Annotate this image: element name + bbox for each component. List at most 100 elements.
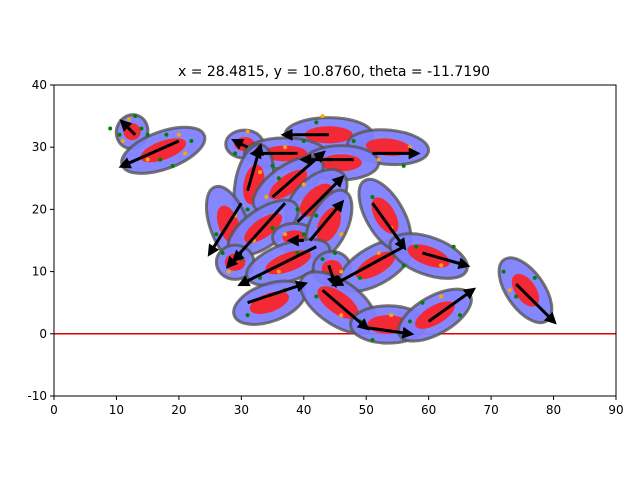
direction-arrow	[118, 139, 180, 169]
direction-arrow	[119, 119, 137, 136]
direction-arrow	[231, 249, 245, 263]
data-point	[376, 157, 381, 162]
data-point	[245, 207, 250, 212]
y-tick-label: 40	[32, 78, 47, 92]
data-point	[145, 132, 150, 137]
data-point	[283, 145, 288, 150]
data-point	[145, 157, 150, 162]
data-point	[439, 294, 444, 299]
data-point	[220, 250, 225, 255]
direction-arrow	[515, 282, 557, 325]
data-point	[133, 114, 138, 119]
data-point	[339, 269, 344, 274]
chart-title: x = 28.4815, y = 10.8760, theta = -11.71…	[178, 64, 490, 80]
x-tick-label: 10	[109, 403, 124, 417]
inner-ellipse	[316, 207, 341, 243]
data-point	[139, 126, 144, 131]
y-tick-label: 30	[32, 140, 47, 154]
data-point	[276, 176, 281, 181]
data-point	[401, 163, 406, 168]
x-tick-label: 40	[296, 403, 311, 417]
data-point	[189, 138, 194, 143]
data-point	[376, 250, 381, 255]
data-point	[407, 319, 412, 324]
x-tick-label: 0	[50, 403, 58, 417]
data-point	[407, 145, 412, 150]
direction-arrow	[331, 245, 405, 287]
direction-arrow	[246, 142, 264, 192]
data-point	[176, 132, 181, 137]
y-axis: -10 0 10 20 30 40	[27, 78, 54, 403]
data-point	[164, 132, 169, 137]
data-point	[333, 250, 337, 255]
data-point	[183, 151, 188, 156]
inner-ellipse	[299, 183, 333, 217]
data-point	[276, 269, 281, 274]
data-point	[439, 263, 444, 268]
data-point	[301, 182, 306, 187]
ellipse-group	[232, 279, 307, 326]
data-point	[314, 294, 319, 299]
data-point	[420, 300, 425, 305]
x-axis: 0 10 20 30 40 50 60 70 80 90	[50, 396, 624, 417]
data-point	[357, 275, 362, 280]
data-point	[351, 138, 356, 143]
data-point	[245, 313, 250, 318]
data-point	[501, 269, 506, 274]
direction-arrow	[271, 150, 326, 199]
data-point	[370, 194, 375, 199]
data-point	[239, 257, 244, 262]
data-point	[339, 232, 344, 237]
data-point	[214, 232, 219, 237]
direction-arrow	[427, 287, 477, 323]
inner-ellipse	[355, 251, 396, 280]
x-tick-label: 50	[359, 403, 374, 417]
x-tick-label: 80	[546, 403, 561, 417]
data-point	[320, 114, 325, 119]
direction-arrow	[231, 138, 249, 150]
data-point	[389, 313, 394, 318]
data-point	[295, 207, 300, 212]
y-tick-label: 10	[32, 265, 47, 279]
data-point	[507, 288, 512, 293]
data-point	[314, 213, 319, 218]
data-point	[170, 163, 175, 168]
x-tick-label: 70	[483, 403, 498, 417]
direction-arrow	[366, 326, 415, 339]
data-point	[120, 138, 125, 143]
data-point	[270, 163, 275, 168]
inner-ellipse	[249, 291, 290, 314]
data-point	[320, 257, 325, 262]
direction-arrow	[308, 199, 345, 242]
data-point	[339, 313, 344, 318]
x-tick-label: 90	[608, 403, 623, 417]
data-point	[301, 138, 306, 143]
data-point	[370, 338, 375, 343]
data-point	[226, 269, 231, 274]
data-point	[532, 275, 537, 280]
data-point	[414, 244, 419, 249]
data-point	[514, 294, 519, 299]
inner-ellipse	[371, 197, 399, 234]
direction-arrow	[207, 202, 243, 257]
data-point	[301, 232, 306, 237]
inner-ellipse	[365, 138, 411, 156]
data-point	[117, 132, 122, 137]
direction-arrow	[321, 289, 370, 331]
data-point	[264, 194, 269, 199]
data-point	[108, 126, 113, 131]
direction-arrow	[422, 251, 471, 270]
data-point	[158, 157, 163, 162]
data-point	[451, 244, 456, 249]
y-tick-label: -10	[27, 389, 47, 403]
data-point	[314, 120, 319, 125]
data-point	[283, 232, 288, 237]
data-point	[245, 129, 250, 134]
data-point	[270, 226, 275, 231]
direction-arrow	[296, 175, 345, 223]
data-point	[258, 170, 263, 175]
x-tick-label: 20	[171, 403, 186, 417]
direction-arrow	[237, 245, 317, 287]
